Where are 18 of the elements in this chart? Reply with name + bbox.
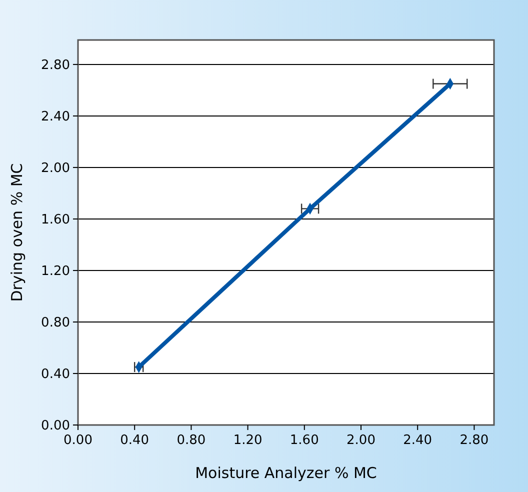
x-tick-label: 2.00 <box>346 433 376 448</box>
y-tick-label: 1.60 <box>41 212 70 228</box>
y-tick-label: 0.40 <box>41 367 70 382</box>
x-tick-label: 0.40 <box>120 433 150 448</box>
y-tick-label: 2.00 <box>41 161 70 176</box>
x-tick-label: 2.80 <box>460 433 489 448</box>
y-tick-label: 1.20 <box>41 264 70 280</box>
x-tick-label: 0.00 <box>64 433 92 448</box>
y-axis-title: Drying oven % MC <box>8 163 26 302</box>
x-tick-label: 2.40 <box>403 433 432 448</box>
y-tick-label: 2.80 <box>41 58 70 74</box>
y-tick-label: 0.80 <box>41 316 70 331</box>
x-tick-label: 1.60 <box>290 433 319 448</box>
y-tick-label: 2.40 <box>41 110 70 125</box>
y-tick-label: 0.00 <box>41 418 70 434</box>
x-tick-label: 1.20 <box>233 433 262 448</box>
x-axis-title: Moisture Analyzer % MC <box>195 464 377 482</box>
x-tick-label: 0.80 <box>176 433 206 448</box>
